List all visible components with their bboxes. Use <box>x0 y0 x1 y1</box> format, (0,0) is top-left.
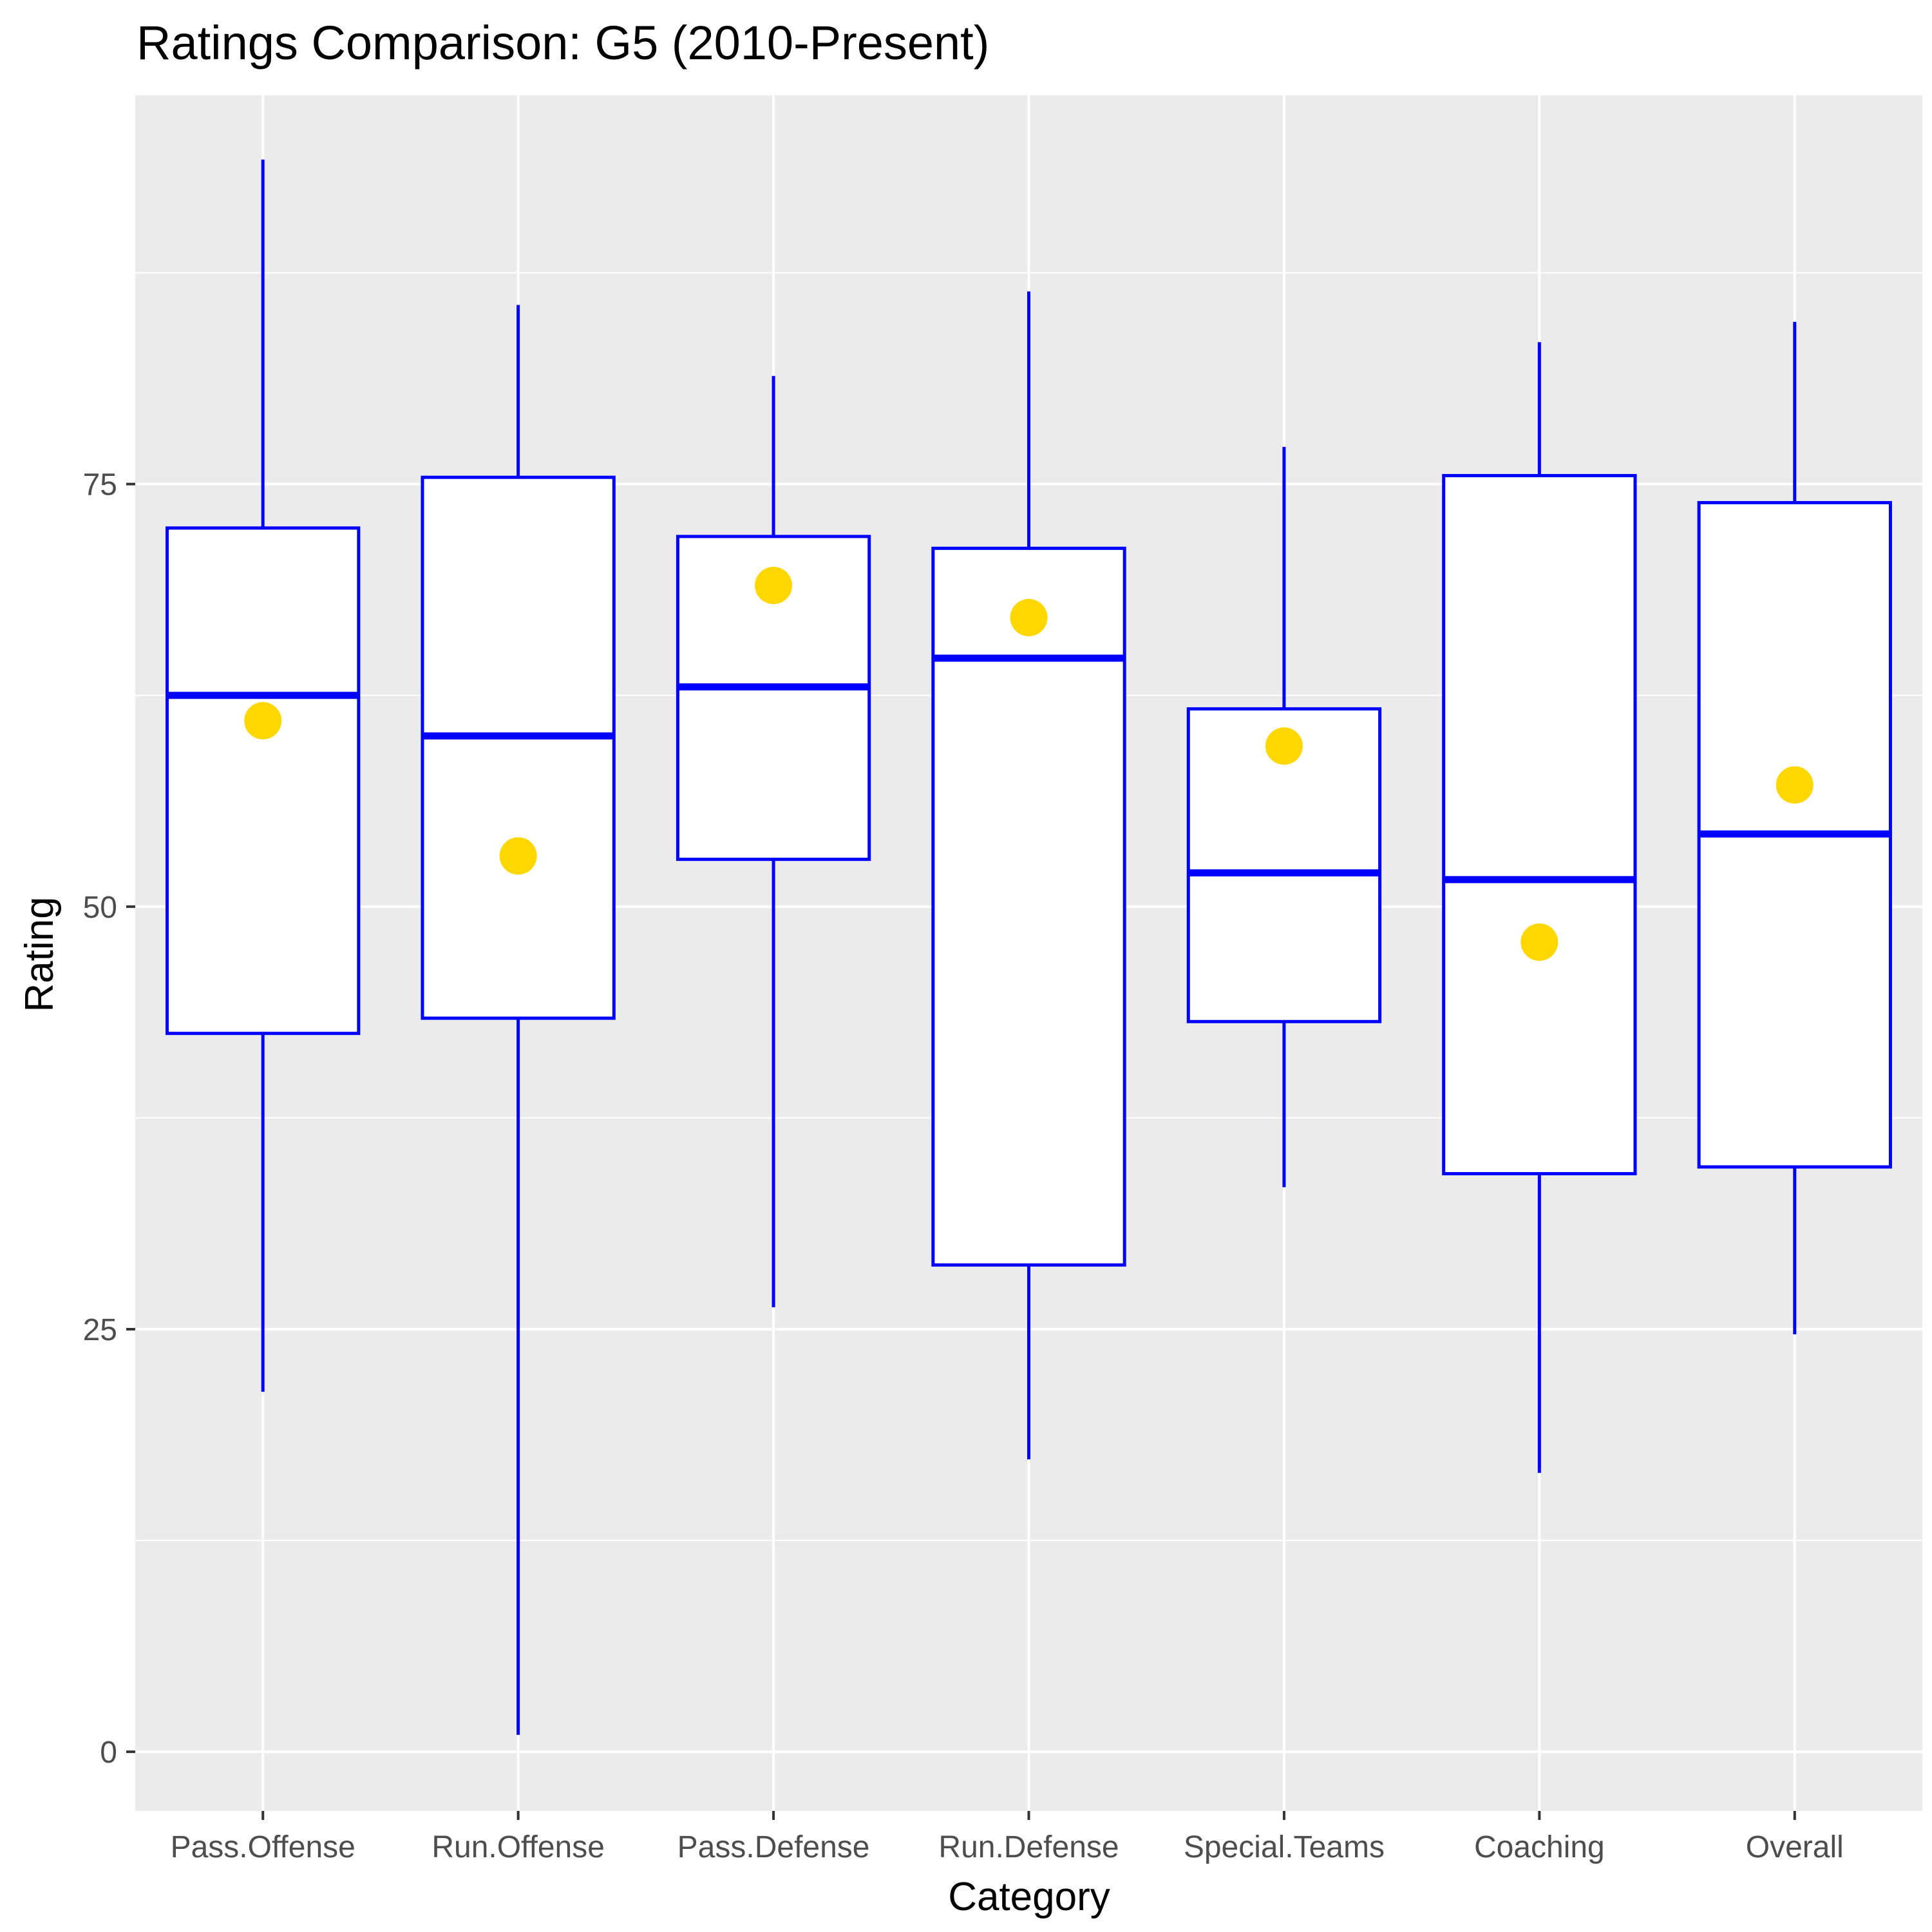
box-body <box>421 475 616 1020</box>
y-tick-label: 25 <box>83 1313 117 1347</box>
x-tick-label: Pass.Offense <box>171 1830 355 1864</box>
boxes-layer <box>166 159 1892 1735</box>
point-marker <box>1265 727 1303 765</box>
box-pass-defense <box>676 375 871 1307</box>
y-tick-label: 50 <box>83 891 117 925</box>
x-tick-label: Coaching <box>1474 1830 1605 1864</box>
point-marker <box>1776 766 1814 804</box>
box-body <box>1442 474 1637 1176</box>
box-special-teams <box>1186 446 1382 1188</box>
box-coaching <box>1442 342 1637 1473</box>
y-axis-title: Rating <box>17 896 62 1012</box>
point-marker <box>1010 599 1048 637</box>
x-axis-title: Category <box>948 1875 1110 1919</box>
x-tick-label: Run.Offense <box>431 1830 605 1864</box>
x-tick-label: Special.Teams <box>1184 1830 1385 1864</box>
point-marker <box>499 837 537 875</box>
box-body <box>931 546 1126 1267</box>
x-tick-label: Pass.Defense <box>677 1830 870 1864</box>
point-marker <box>755 567 793 605</box>
box-body <box>166 526 361 1036</box>
chart-title: Ratings Comparison: G5 (2010-Present) <box>137 16 989 70</box>
point-marker <box>244 702 282 740</box>
y-tick-label: 0 <box>100 1736 117 1770</box>
axes-layer: 0 25 50 75 Pass.Offense Run.Offense Pass.Defen… <box>83 468 1844 1864</box>
box-run-offense <box>421 305 616 1735</box>
box-pass-offense <box>166 159 361 1392</box>
box-run-defense <box>931 291 1126 1460</box>
box-overall <box>1697 321 1892 1334</box>
y-tick-label: 75 <box>83 468 117 502</box>
point-marker <box>1520 923 1558 961</box>
x-tick-label: Overall <box>1746 1830 1844 1864</box>
x-tick-label: Run.Defense <box>938 1830 1119 1864</box>
